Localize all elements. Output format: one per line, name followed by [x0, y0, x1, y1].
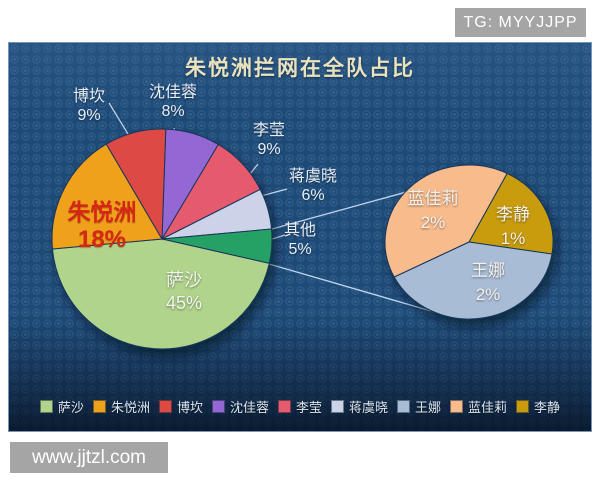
- legend-swatch-icon: [516, 400, 530, 413]
- legend-item-1: 朱悦洲: [92, 397, 150, 416]
- slice-percent: 2%: [420, 213, 446, 232]
- slice-name: 博坎: [72, 88, 105, 105]
- slice-name: 李静: [496, 205, 530, 224]
- legend-item-8: 李静: [516, 397, 560, 416]
- slice-percent: 45%: [165, 293, 203, 313]
- legend-label: 沈佳蓉: [229, 400, 269, 415]
- slice-name: 蓝佳莉: [407, 189, 459, 208]
- slice-percent: 18%: [77, 226, 127, 253]
- legend-label: 蓝佳莉: [468, 400, 508, 415]
- chart-title: 朱悦洲拦网在全队占比: [185, 55, 415, 80]
- slice-name: 蒋虞晓: [288, 168, 337, 185]
- legend-label: 李静: [534, 400, 561, 415]
- slice-percent: 1%: [500, 229, 526, 248]
- legend-swatch-icon: [158, 400, 172, 413]
- watermark-top-right: TG: MYYJJPP: [455, 8, 586, 37]
- watermark-top-right-text: TG: MYYJJPP: [463, 13, 578, 31]
- legend-label: 蒋虞晓: [349, 400, 389, 415]
- slice-name: 沈佳蓉: [148, 84, 197, 101]
- pie-slice-main-pie-g-6: [105, 128, 167, 241]
- legend-swatch-icon: [211, 400, 225, 413]
- pie-slice-main-pie-g-4: [51, 238, 270, 350]
- legend: 萨沙 朱悦洲 博坎 沈佳蓉 李莹 蒋虞晓 王娜 蓝佳莉 李静: [9, 397, 591, 416]
- watermark-bottom-left-text: www.jjtzl.com: [31, 446, 146, 468]
- legend-item-2: 博坎: [158, 397, 203, 416]
- slice-name: 李莹: [252, 122, 285, 139]
- legend-label: 博坎: [176, 400, 203, 415]
- slice-name: 朱悦洲: [67, 199, 137, 225]
- slice-label-shenjiarong: 沈佳蓉 8%: [131, 83, 215, 121]
- connector-line-bottom: [268, 263, 432, 312]
- legend-swatch-icon: [397, 400, 411, 413]
- slice-label-lijing: 李静 1%: [479, 203, 547, 251]
- slice-percent: 6%: [301, 187, 325, 204]
- pie-slice-secondary-pie-g-1: [393, 241, 553, 320]
- legend-label: 朱悦洲: [110, 400, 150, 415]
- legend-swatch-icon: [39, 400, 53, 413]
- pie-slice-secondary-pie-g-0: [468, 172, 554, 255]
- slice-percent: 8%: [161, 103, 185, 120]
- legend-item-3: 沈佳蓉: [211, 397, 269, 416]
- legend-swatch-icon: [331, 400, 344, 413]
- slice-name: 萨沙: [166, 270, 202, 290]
- chart-panel: 朱悦洲拦网在全队占比 博坎 9% 沈佳蓉 8% 李莹 9: [8, 42, 592, 432]
- legend-item-7: 蓝佳莉: [450, 397, 507, 416]
- slice-percent: 9%: [77, 107, 101, 124]
- callout-line-jiangyuxiao: [260, 188, 288, 197]
- pie-chart-canvas: [51, 102, 554, 350]
- legend-swatch-icon: [450, 400, 464, 413]
- slice-label-lanjiali: 蓝佳莉 2%: [391, 187, 475, 235]
- legend-item-6: 王娜: [397, 397, 441, 416]
- legend-swatch-icon: [277, 400, 291, 413]
- legend-item-5: 蒋虞晓: [331, 397, 388, 416]
- slice-label-zhuyuezhou: 朱悦洲 18%: [37, 199, 167, 253]
- slice-label-liying: 李莹 9%: [237, 121, 301, 159]
- pie-slice-secondary-pie-g-2: [384, 164, 508, 278]
- legend-label: 萨沙: [57, 400, 84, 415]
- slice-label-qita: 其他 5%: [267, 221, 333, 259]
- legend-item-4: 李莹: [277, 397, 322, 416]
- main-pie: [51, 128, 273, 350]
- slice-name: 其他: [283, 222, 316, 239]
- legend-label: 李莹: [295, 400, 322, 415]
- slice-percent: 2%: [475, 285, 501, 304]
- slice-label-sasha: 萨沙 45%: [142, 269, 226, 315]
- legend-label: 王娜: [415, 400, 442, 415]
- slice-percent: 5%: [288, 241, 312, 258]
- legend-swatch-icon: [92, 400, 106, 413]
- slice-label-bokan: 博坎 9%: [57, 87, 121, 125]
- secondary-pie: [384, 164, 554, 320]
- slice-label-wangna: 王娜 2%: [454, 259, 522, 307]
- slice-name: 王娜: [471, 261, 505, 280]
- watermark-bottom-left: www.jjtzl.com: [10, 442, 168, 473]
- slice-percent: 9%: [257, 141, 281, 158]
- pie-slice-main-pie-g-5: [51, 143, 163, 250]
- legend-item-0: 萨沙: [39, 397, 84, 416]
- slice-label-jiangyuxiao: 蒋虞晓 6%: [271, 167, 355, 205]
